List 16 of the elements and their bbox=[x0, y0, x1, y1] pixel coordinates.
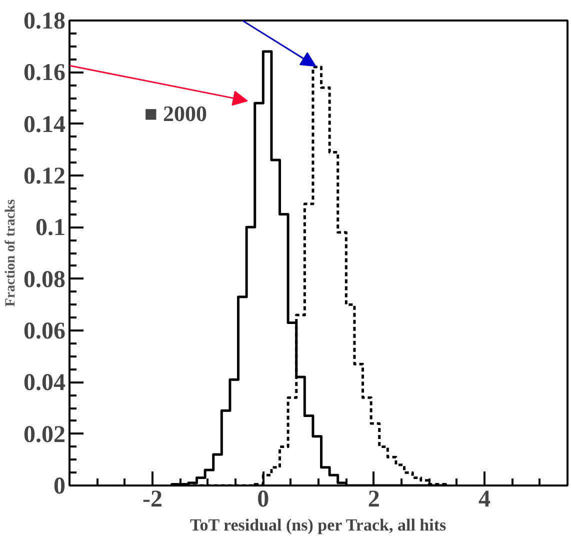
x-tick-label: -2 bbox=[142, 486, 163, 512]
x-tick-label: 2 bbox=[368, 486, 380, 512]
y-tick-label: 0.04 bbox=[24, 370, 66, 396]
x-axis-title: ToT residual (ns) per Track, all hits bbox=[190, 516, 447, 534]
y-tick-label: 0.16 bbox=[24, 60, 66, 86]
y-axis-title: Fraction of tracks bbox=[4, 198, 18, 307]
y-tick-label: 0.02 bbox=[24, 422, 66, 448]
y-tick-label: 0.06 bbox=[24, 318, 66, 344]
x-tick-label: 4 bbox=[478, 486, 490, 512]
y-tick-label: 0.1 bbox=[36, 215, 66, 242]
x-tick-label: 0 bbox=[257, 486, 270, 512]
y-tick-label: 0.08 bbox=[24, 266, 66, 293]
annotation: ■ 2000 bbox=[144, 101, 207, 126]
y-tick-label: 0.12 bbox=[24, 164, 66, 190]
y-tick-label: 0.18 bbox=[24, 8, 66, 34]
y-tick-label: 0.14 bbox=[24, 112, 66, 138]
